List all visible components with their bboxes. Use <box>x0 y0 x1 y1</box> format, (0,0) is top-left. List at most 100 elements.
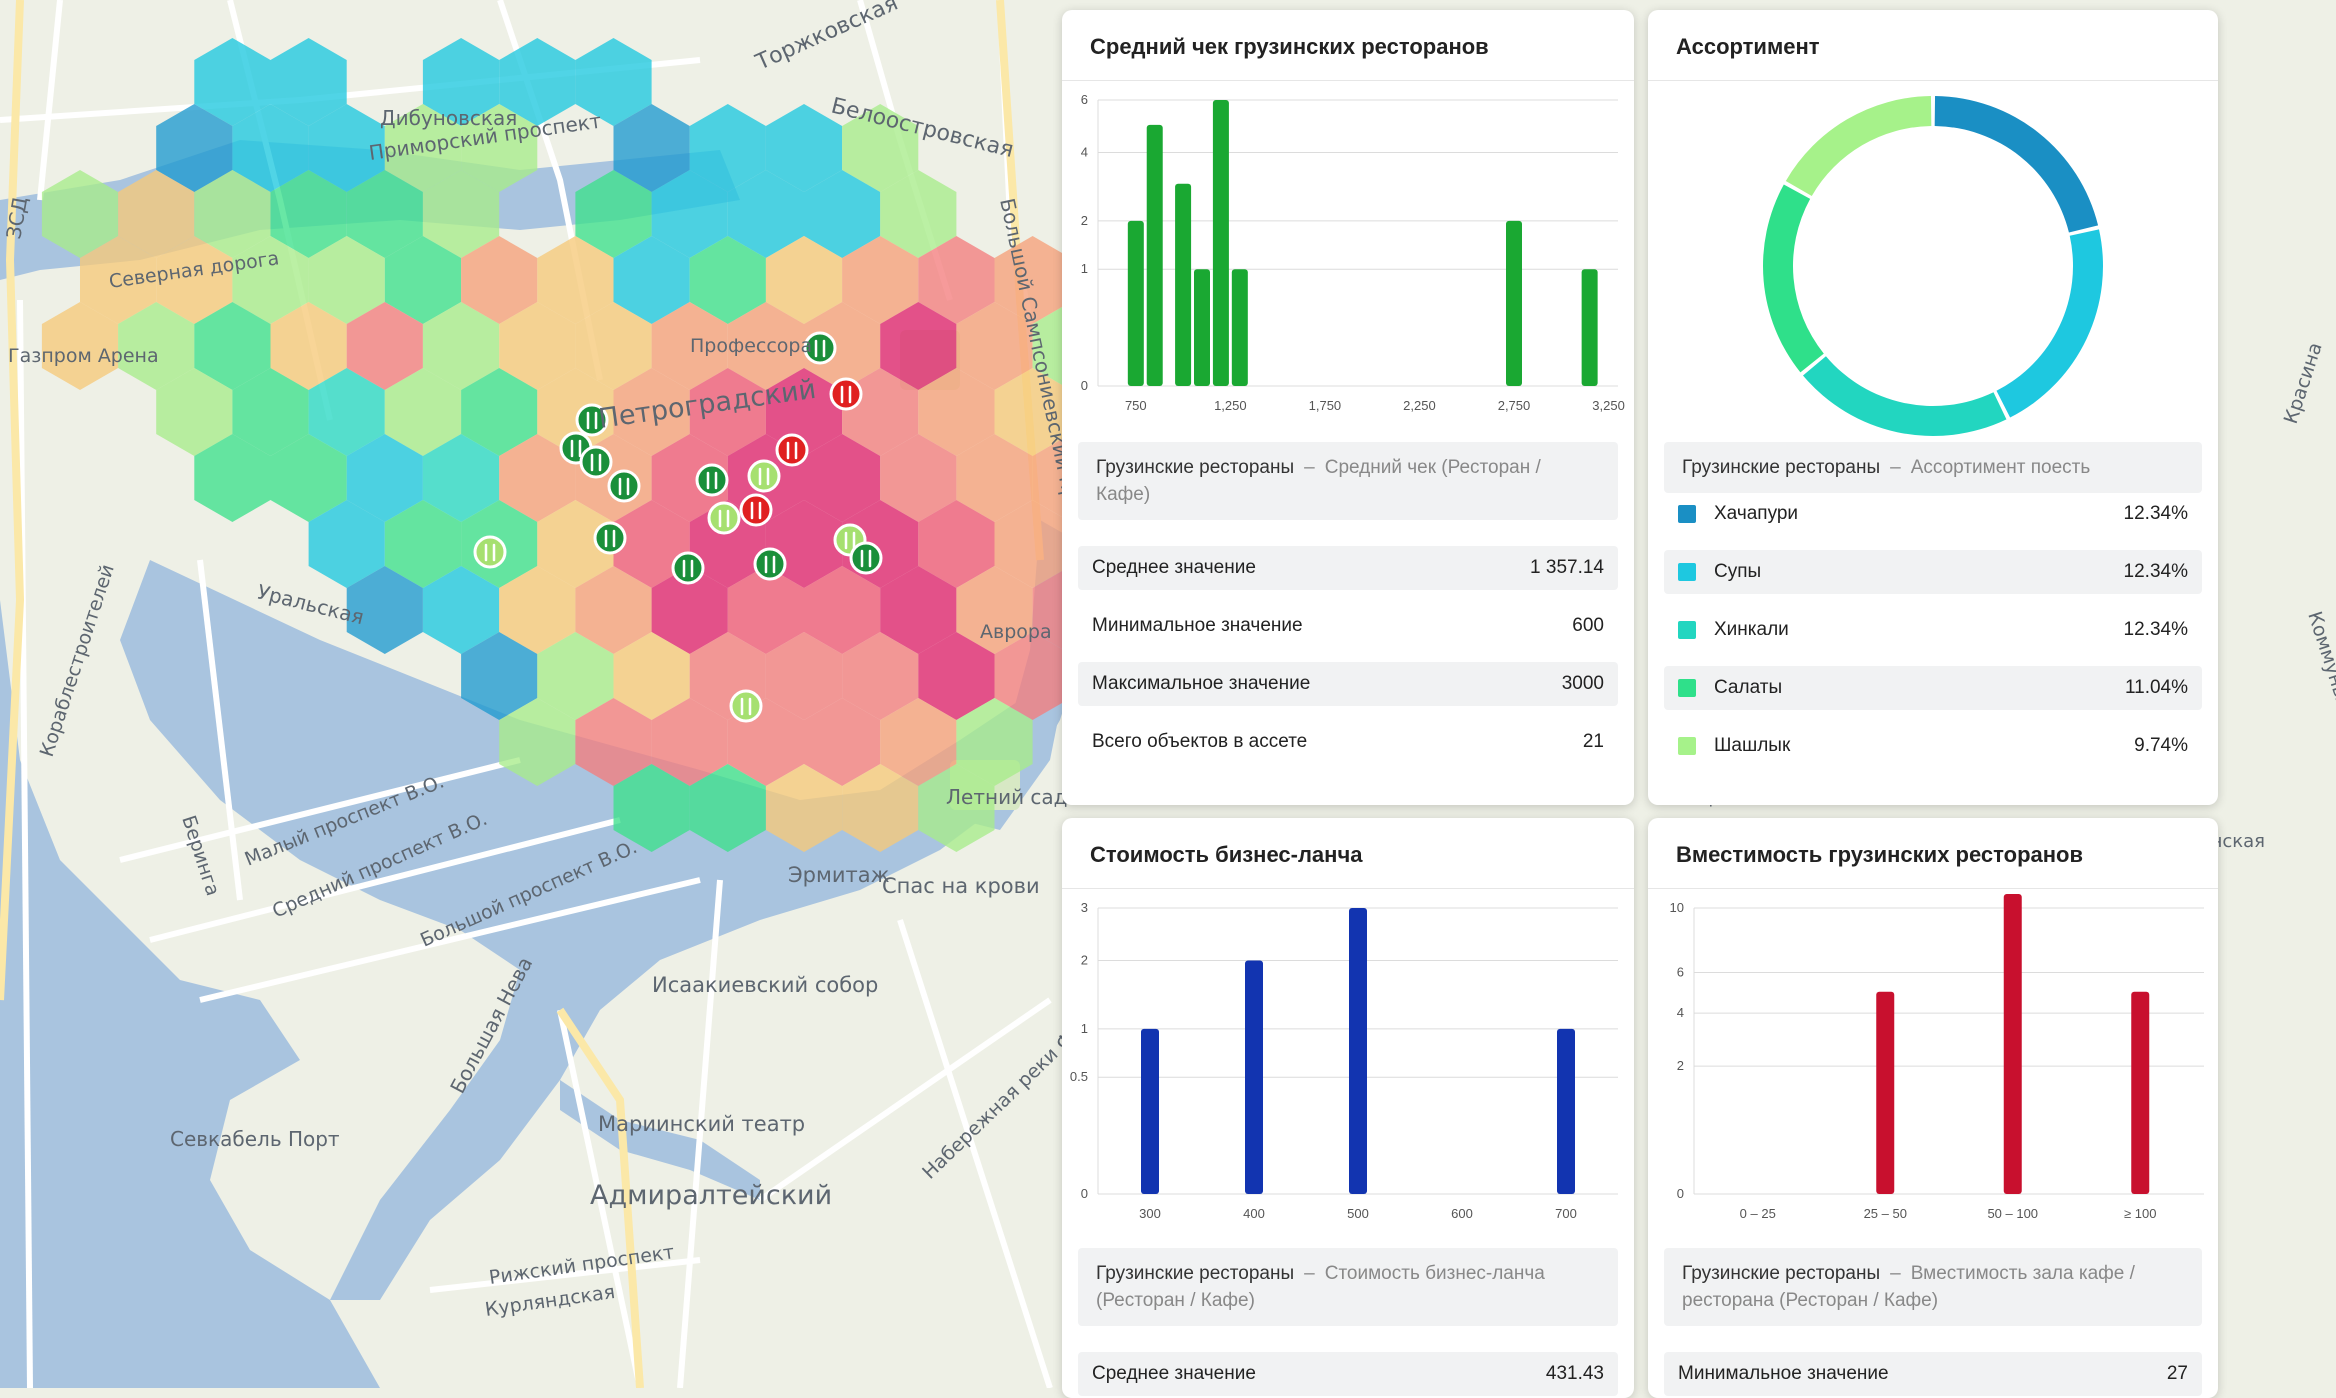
chart-bar <box>1194 269 1210 386</box>
assortment-legend-row: Салаты 11.04% <box>1664 666 2202 710</box>
hex-cell <box>689 104 766 192</box>
stat-row: Минимальное значение 27 <box>1664 1352 2202 1396</box>
restaurant-marker[interactable] <box>575 403 609 437</box>
restaurant-markers[interactable] <box>473 331 883 723</box>
legend-swatch <box>1678 563 1696 581</box>
restaurant-marker[interactable] <box>753 547 787 581</box>
hex-cell <box>804 434 881 522</box>
hex-cell <box>384 104 462 192</box>
hex-cell <box>689 236 766 324</box>
map-water-river <box>560 1080 760 1200</box>
hex-cell <box>994 500 1071 588</box>
hex-cell <box>422 566 500 654</box>
x-tick-label: 50 – 100 <box>1987 1206 2038 1221</box>
restaurant-marker[interactable] <box>671 551 705 585</box>
capacity-card: Вместимость грузинских ресторанов 0 2 4 6 10… <box>1648 818 2218 1398</box>
map-water-neva <box>120 400 1100 1300</box>
map-label: Эрмитаж <box>788 863 890 887</box>
chart-bar <box>2003 894 2022 1194</box>
x-tick-label: 2,250 <box>1403 398 1436 413</box>
y-tick-label: 1 <box>1081 1021 1088 1036</box>
restaurant-marker[interactable] <box>747 459 781 493</box>
hex-cell <box>956 698 1033 786</box>
hex-cell <box>575 566 652 654</box>
chart-legend: Грузинские рестораны – Ассортимент поесть <box>1664 442 2202 493</box>
restaurant-marker[interactable] <box>707 501 741 535</box>
legend-value: 12.34% <box>2123 503 2188 524</box>
hex-cell <box>765 236 843 324</box>
legend-metric: Средний чек (Ресторан / Кафе) <box>1096 457 1541 505</box>
restaurant-marker[interactable] <box>849 541 883 575</box>
hex-cell <box>651 566 728 654</box>
fork-knife-icon <box>718 509 730 528</box>
hex-cell <box>499 302 576 390</box>
hex-cell <box>880 566 957 654</box>
restaurant-marker[interactable] <box>729 689 763 723</box>
legend-value: 11.04% <box>2124 677 2188 698</box>
hex-cell <box>461 368 538 456</box>
x-tick-label: 400 <box>1243 1206 1265 1221</box>
pie-slice <box>1996 229 2103 418</box>
y-tick-label: 1 <box>1081 261 1088 276</box>
hex-cell <box>651 434 728 522</box>
restaurant-marker[interactable] <box>579 445 613 479</box>
pie-slice <box>1785 96 1932 196</box>
hex-cell <box>765 104 843 192</box>
restaurant-marker[interactable] <box>803 331 837 365</box>
pie-slice <box>1763 184 1824 373</box>
x-tick-label: 3,250 <box>1592 398 1625 413</box>
hex-cell <box>232 236 309 324</box>
y-tick-label: 2 <box>1081 213 1088 228</box>
hex-cell <box>689 368 766 456</box>
assortment-legend-row: Хинкали 12.34% <box>1664 608 2202 652</box>
stat-label: Минимальное значение <box>1092 615 1303 636</box>
legend-swatch <box>1678 505 1696 523</box>
restaurant-marker[interactable] <box>695 463 729 497</box>
map-label: Летний сад <box>946 785 1068 809</box>
map-label: Мариинский театр <box>598 1112 805 1136</box>
fork-knife-icon <box>706 471 718 490</box>
hex-cell <box>956 566 1033 654</box>
hex-cell <box>613 764 690 852</box>
stat-label: Всего объектов в ассете <box>1092 731 1308 752</box>
restaurant-marker[interactable] <box>829 377 863 411</box>
hex-cell <box>308 500 385 588</box>
hex-cell <box>575 302 652 390</box>
map-label: Дибуновская <box>380 106 517 130</box>
hex-cell <box>918 500 995 588</box>
hex-cell <box>575 170 652 258</box>
hex-cell <box>613 104 690 192</box>
hex-cell <box>765 764 843 852</box>
restaurant-marker[interactable] <box>473 535 507 569</box>
legend-source: Грузинские рестораны <box>1682 1263 1881 1284</box>
hex-cell <box>499 698 576 786</box>
hex-cell <box>880 170 957 258</box>
hex-cell <box>118 302 195 390</box>
chart-bar <box>1349 908 1367 1194</box>
stat-row: Среднее значение 1 357.14 <box>1078 546 1618 590</box>
fork-knife-icon <box>740 697 752 716</box>
legend-separator: – <box>1890 1263 1901 1284</box>
restaurant-marker[interactable] <box>593 521 627 555</box>
hex-cell <box>422 38 500 126</box>
hex-cell <box>575 38 652 126</box>
restaurant-marker[interactable] <box>739 493 773 527</box>
x-tick-label: 600 <box>1451 1206 1473 1221</box>
legend-metric: Вместимость зала кафе / ресторана (Ресто… <box>1682 1263 2135 1311</box>
assortment-legend-row: Шашлык 9.74% <box>1664 724 2202 768</box>
hex-cell <box>537 236 614 324</box>
assortment-legend-row: Хачапури 12.34% <box>1664 492 2202 536</box>
restaurant-marker[interactable] <box>607 469 641 503</box>
chart-legend: Грузинские рестораны – Средний чек (Рестор… <box>1078 442 1618 520</box>
hex-cell <box>156 368 233 456</box>
legend-value: 12.34% <box>2123 619 2188 640</box>
lunch-card: Стоимость бизнес-ланча 0 0.5 1 2 3 300 400 500 6… <box>1062 818 1634 1398</box>
legend-source: Грузинские рестораны <box>1682 457 1881 478</box>
stat-value: 600 <box>1572 615 1604 636</box>
hex-cell <box>194 38 271 126</box>
chart-bar <box>1245 960 1263 1194</box>
map-label: Спас на крови <box>882 874 1040 898</box>
chart-bar <box>1876 991 1895 1194</box>
restaurant-marker[interactable] <box>775 433 809 467</box>
chart-bar <box>2131 991 2150 1194</box>
